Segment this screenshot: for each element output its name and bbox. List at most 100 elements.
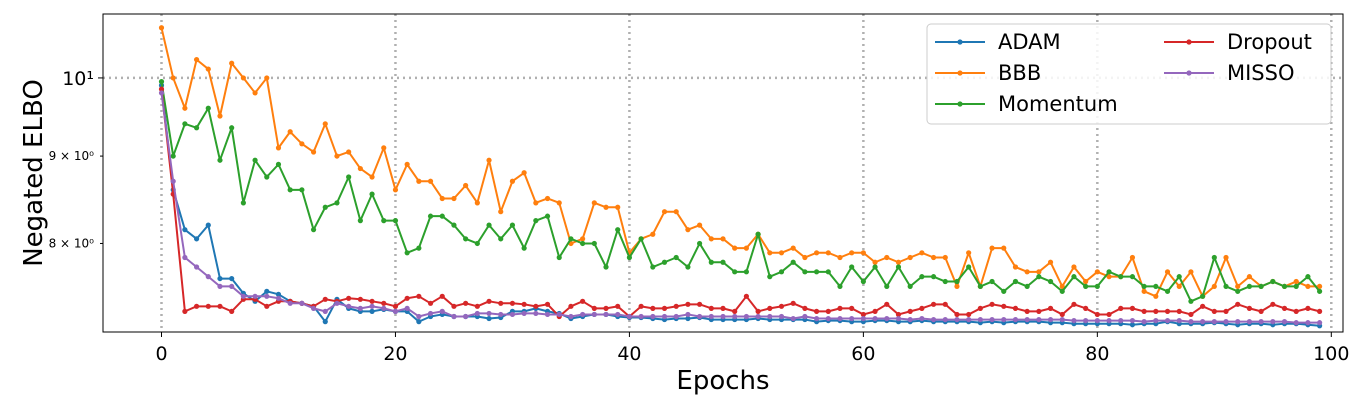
data-point-misso [697,313,703,320]
data-point-bbb [1094,269,1100,275]
data-point-bbb [1024,269,1030,275]
data-point-momentum [404,250,410,256]
data-point-bbb [930,254,937,261]
data-point-misso [813,315,820,322]
data-point-bbb [158,25,165,31]
data-point-misso [416,313,422,320]
data-point-dropout [346,295,352,301]
data-point-dropout [930,301,937,307]
data-point-bbb [1317,283,1323,290]
data-point-misso [252,293,258,299]
data-point-misso [1293,320,1299,326]
data-point-adam [322,319,328,325]
data-point-momentum [650,264,656,270]
data-point-dropout [767,305,773,311]
data-point-adam [182,227,188,233]
x-tick-label: 60 [851,343,875,365]
data-point-dropout [1153,308,1159,314]
data-point-dropout [1200,303,1206,309]
data-point-misso [556,311,562,318]
data-point-momentum [930,274,937,280]
data-point-momentum [334,200,340,206]
data-point-misso [170,178,176,184]
data-point-dropout [743,293,749,299]
data-point-dropout [591,305,597,311]
data-point-bbb [287,129,293,135]
data-point-dropout [813,308,820,314]
data-point-dropout [673,303,679,309]
data-point-misso [661,313,668,320]
data-point-dropout [1281,305,1288,311]
data-point-misso [322,308,328,314]
data-point-momentum [661,259,668,265]
data-point-misso [1129,317,1136,324]
data-point-dropout [357,296,363,302]
data-point-dropout [193,303,200,309]
data-point-momentum [1141,283,1147,290]
legend-box [926,23,1332,125]
data-point-adam [217,275,223,282]
data-point-bbb [580,236,586,242]
data-point-misso [603,311,609,318]
data-point-misso [1059,316,1065,323]
data-point-dropout [1083,305,1089,311]
data-point-misso [872,315,878,322]
series-line-bbb [160,27,1320,298]
data-point-bbb [778,250,785,256]
data-point-momentum [1235,288,1241,294]
x-axis: 0 20 40 60 80 100 [155,332,1349,365]
x-tick-label: 20 [383,343,407,365]
data-point-misso [1024,316,1030,323]
data-point-dropout [1317,308,1323,314]
data-point-momentum [381,218,387,224]
data-point-momentum [205,105,211,111]
data-point-momentum [182,121,188,127]
data-point-momentum [767,274,773,280]
data-point-bbb [849,250,855,256]
data-point-adam [416,319,422,325]
data-point-misso [1094,317,1100,324]
data-point-momentum [966,264,972,270]
data-point-momentum [299,187,305,193]
data-point-dropout [404,295,410,301]
data-point-momentum [1164,288,1171,294]
data-point-momentum [1211,254,1217,261]
data-point-misso [860,315,866,322]
data-point-dropout [158,86,165,92]
data-point-misso [1106,317,1112,324]
data-point-momentum [1036,274,1042,280]
data-point-dropout [1223,308,1229,314]
data-point-dropout [837,305,843,311]
data-point-bbb [1129,254,1136,261]
data-point-misso [381,305,387,311]
data-point-adam [205,222,211,228]
data-point-momentum [568,236,574,242]
data-point-momentum [416,245,422,251]
data-point-momentum [615,227,621,233]
data-point-momentum [989,278,995,285]
data-point-momentum [357,218,363,224]
data-point-misso [743,313,749,320]
data-point-momentum [813,269,820,275]
data-point-momentum [240,200,246,206]
data-point-momentum [1317,288,1323,294]
data-point-misso [474,310,480,317]
data-point-misso [1200,319,1206,325]
data-point-momentum [1001,288,1007,294]
data-point-dropout [521,301,527,307]
data-point-dropout [907,308,913,314]
data-point-misso [486,310,492,317]
data-point-misso [1047,316,1054,323]
data-point-momentum [720,259,726,265]
data-point-adam [486,315,492,322]
data-point-dropout [778,303,785,309]
data-point-misso [954,316,960,323]
data-point-dropout [884,301,890,307]
data-point-dropout [849,305,855,311]
data-point-dropout [942,301,948,307]
data-point-momentum [825,269,831,275]
data-point-bbb [954,283,960,290]
data-point-bbb [685,227,691,233]
data-point-misso [884,315,890,322]
data-point-misso [158,90,165,96]
